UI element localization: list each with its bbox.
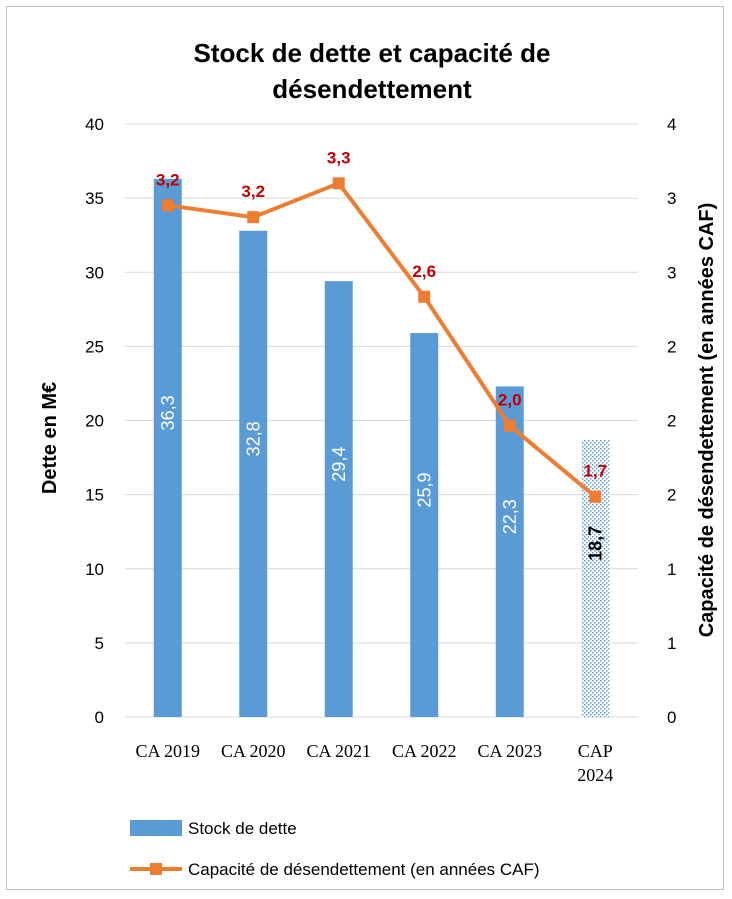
line-data-label: 3,2: [156, 170, 180, 189]
gridlines: [125, 123, 638, 718]
legend-line-marker: [150, 863, 162, 875]
category-label: CA 2019: [135, 741, 200, 761]
bar: [410, 333, 439, 717]
category-labels: CA 2019 CA 2020 CA 2021 CA 2022 CA 2023 CAP 20…: [135, 741, 613, 785]
category-label: 2024: [577, 765, 613, 785]
right-tick-label: 0: [667, 708, 676, 727]
line-point: [247, 211, 260, 224]
line-point: [161, 199, 174, 212]
right-tick-label: 2: [667, 337, 676, 356]
right-tick-label: 1: [667, 634, 676, 653]
left-tick-label: 35: [85, 189, 104, 208]
right-tick-label: 2: [667, 412, 676, 431]
line-data-label: 2,6: [412, 262, 436, 281]
left-tick-label: 40: [85, 115, 104, 134]
left-tick-label: 0: [95, 708, 104, 727]
bar: [239, 230, 268, 718]
chart-title-line-1: Stock de dette et capacité de: [194, 38, 551, 68]
line-point: [332, 177, 345, 190]
legend-bar-label: Stock de dette: [188, 819, 297, 838]
left-tick-label: 15: [85, 486, 104, 505]
y-axis-title: Dette en M€: [39, 382, 61, 494]
left-tick-label: 10: [85, 560, 104, 579]
bar-data-label: 32,8: [243, 421, 263, 456]
left-tick-label: 30: [85, 263, 104, 282]
line-point: [418, 290, 431, 303]
right-tick-label: 3: [667, 263, 676, 282]
bar: [153, 178, 182, 718]
category-label: CA 2022: [392, 741, 457, 761]
line-point: [503, 419, 516, 432]
bar: [495, 386, 524, 717]
y2-axis-title: Capacité de désendettement (en années CA…: [696, 203, 718, 638]
line-data-labels: 3,2 3,2 3,3 2,6 2,0 1,7: [156, 148, 607, 480]
category-label: CAP: [578, 741, 613, 761]
bar-data-label: 18,7: [585, 526, 605, 561]
category-label: CA 2023: [477, 741, 542, 761]
bar-data-label: 36,3: [158, 395, 178, 430]
category-label: CA 2020: [221, 741, 286, 761]
line-data-label: 2,0: [498, 391, 522, 410]
left-axis-ticks: 0 5 10 15 20 25 30 35 40: [85, 115, 104, 727]
legend-line-label: Capacité de désendettement (en années CA…: [188, 860, 540, 879]
right-tick-label: 3: [667, 189, 676, 208]
category-label: CA 2021: [306, 741, 371, 761]
right-tick-label: 4: [667, 115, 676, 134]
left-tick-label: 20: [85, 412, 104, 431]
line-data-label: 3,3: [327, 148, 351, 167]
bar-data-labels: 36,3 32,8 29,4 25,9 22,3 18,7: [158, 395, 606, 561]
legend-bar-swatch: [130, 820, 182, 836]
left-tick-label: 5: [95, 634, 104, 653]
line-point: [589, 490, 602, 503]
bar-data-label: 29,4: [329, 447, 349, 482]
legend: Stock de dette Capacité de désendettemen…: [130, 819, 540, 879]
line-data-label: 3,2: [241, 182, 265, 201]
line-series: [161, 177, 602, 503]
right-axis-ticks: 0 1 1 2 2 2 3 3 4: [667, 115, 676, 727]
bar: [581, 439, 610, 717]
bar-data-label: 22,3: [500, 499, 520, 534]
right-tick-label: 2: [667, 486, 676, 505]
bar-data-label: 25,9: [414, 472, 434, 507]
bar: [324, 281, 353, 717]
line-data-label: 1,7: [583, 462, 607, 481]
chart-title-line-2: désendettement: [272, 74, 472, 104]
series-line: [167, 181, 597, 499]
right-tick-label: 1: [667, 560, 676, 579]
left-tick-label: 25: [85, 337, 104, 356]
bar-series: [153, 178, 610, 718]
